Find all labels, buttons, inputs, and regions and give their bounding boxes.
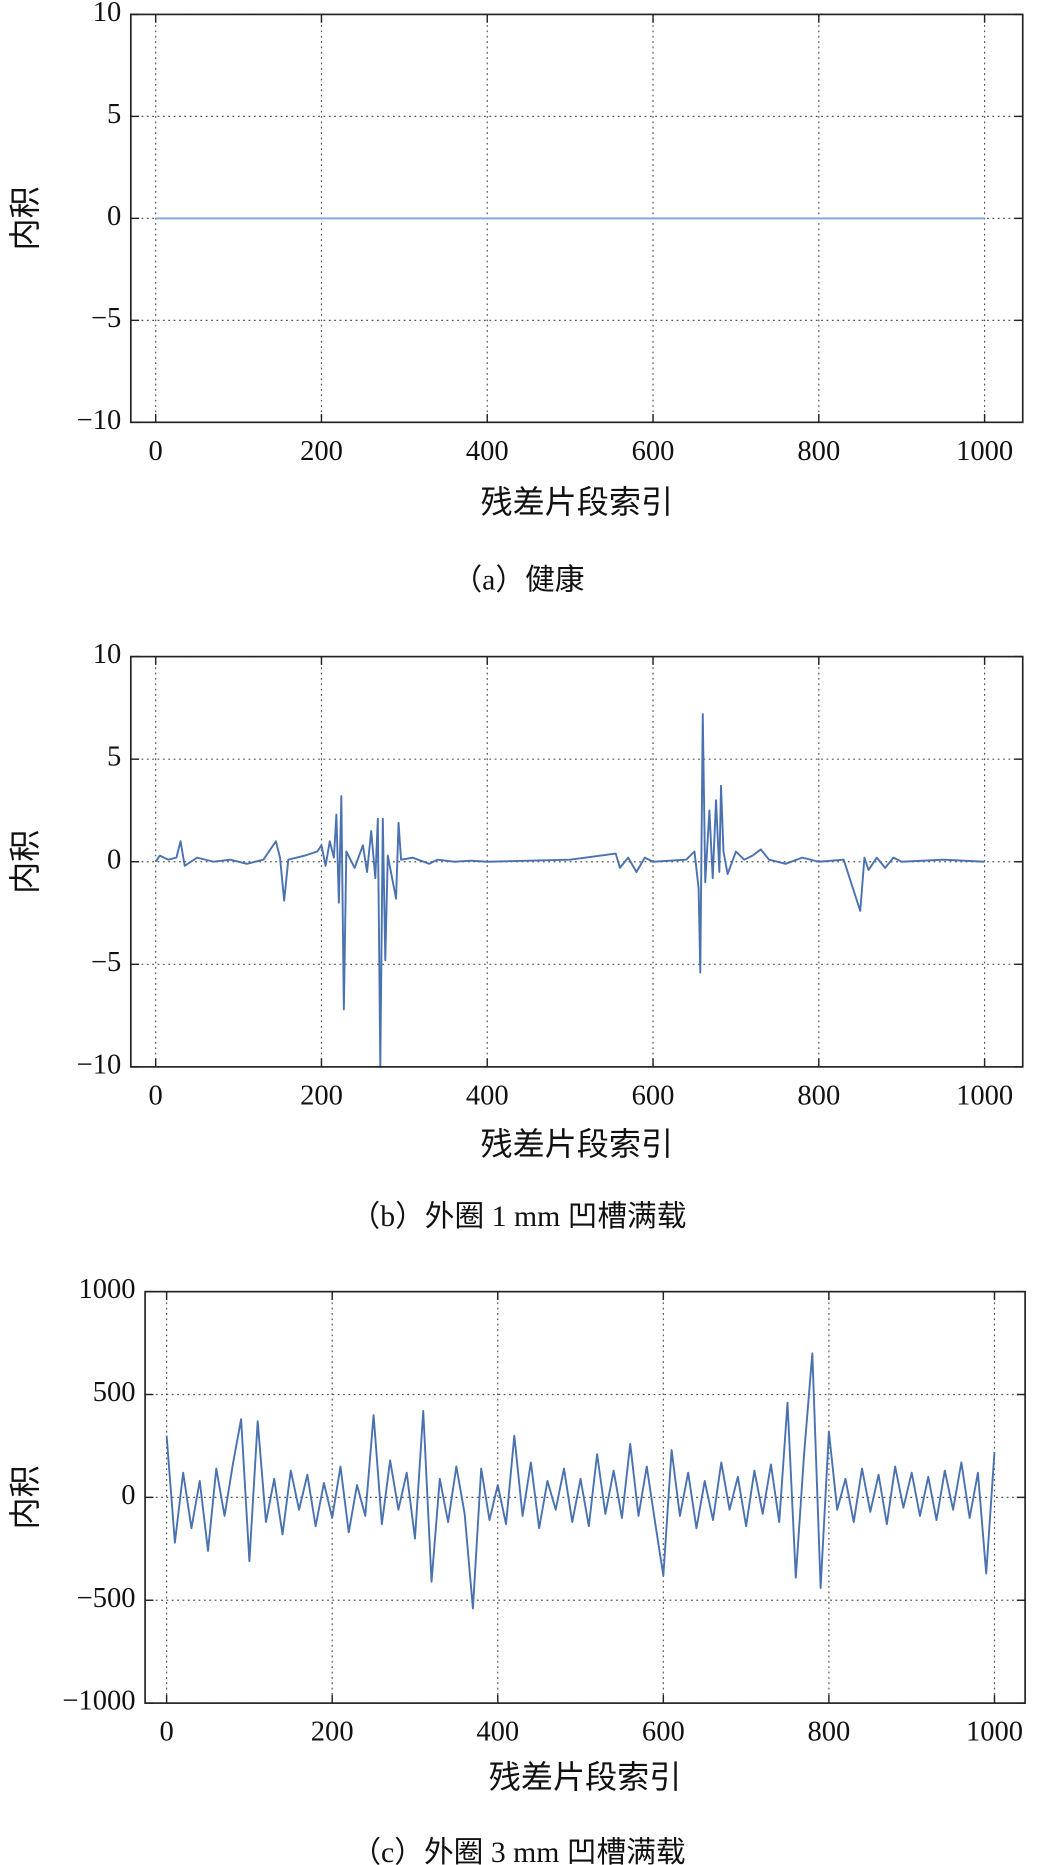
y-axis-label: 内积 [7, 830, 43, 894]
x-tick-label: 200 [300, 436, 343, 467]
y-tick-label: −1000 [62, 1686, 135, 1717]
x-tick-label: 1000 [966, 1717, 1023, 1748]
x-tick-label: 600 [632, 436, 675, 467]
x-tick-label: 1000 [956, 1080, 1013, 1111]
x-tick-label: 800 [797, 436, 840, 467]
y-tick-label: 0 [107, 201, 121, 232]
y-tick-label: 1000 [79, 1274, 136, 1305]
y-tick-label: 5 [107, 742, 121, 773]
y-tick-label: 0 [121, 1480, 135, 1511]
data-line [165, 1352, 996, 1610]
y-tick-label: 500 [93, 1377, 136, 1408]
y-tick-label: −500 [77, 1583, 136, 1614]
x-axis-label: 残差片段索引 [480, 1126, 673, 1162]
y-tick-label: −5 [91, 303, 121, 334]
x-tick-label: 1000 [956, 436, 1013, 467]
x-tick-label: 200 [300, 1080, 343, 1111]
x-axis-label: 残差片段索引 [480, 484, 673, 520]
y-tick-label: 5 [107, 99, 121, 130]
plot-frame [144, 1290, 1026, 1704]
x-tick-label: 0 [149, 436, 163, 467]
x-tick-label: 800 [797, 1080, 840, 1111]
x-tick-label: 0 [149, 1080, 163, 1111]
data-line [154, 713, 985, 1068]
y-tick-label: −5 [91, 947, 121, 978]
caption: （a）健康 [452, 564, 584, 597]
y-tick-label: 10 [93, 639, 122, 670]
y-tick-label: 10 [93, 0, 122, 28]
y-tick-label: −10 [77, 405, 122, 436]
x-tick-label: 800 [808, 1717, 851, 1748]
x-axis-label: 残差片段索引 [489, 1759, 682, 1795]
x-tick-label: 200 [311, 1717, 354, 1748]
x-tick-label: 600 [642, 1717, 685, 1748]
y-tick-label: 0 [107, 844, 121, 875]
y-axis-label: 内积 [7, 1465, 43, 1529]
y-axis-label: 内积 [7, 186, 43, 250]
x-tick-label: 400 [476, 1717, 519, 1748]
caption: （b）外圈 1 mm 凹槽满载 [351, 1200, 687, 1233]
y-tick-label: −10 [77, 1049, 122, 1080]
x-tick-label: 400 [466, 436, 509, 467]
x-tick-label: 0 [159, 1717, 173, 1748]
plot-frame [129, 655, 1024, 1068]
plot-frame [129, 13, 1024, 424]
caption: （c）外圈 3 mm 凹槽满载 [351, 1836, 685, 1865]
x-tick-label: 400 [466, 1080, 509, 1111]
x-tick-label: 600 [632, 1080, 675, 1111]
